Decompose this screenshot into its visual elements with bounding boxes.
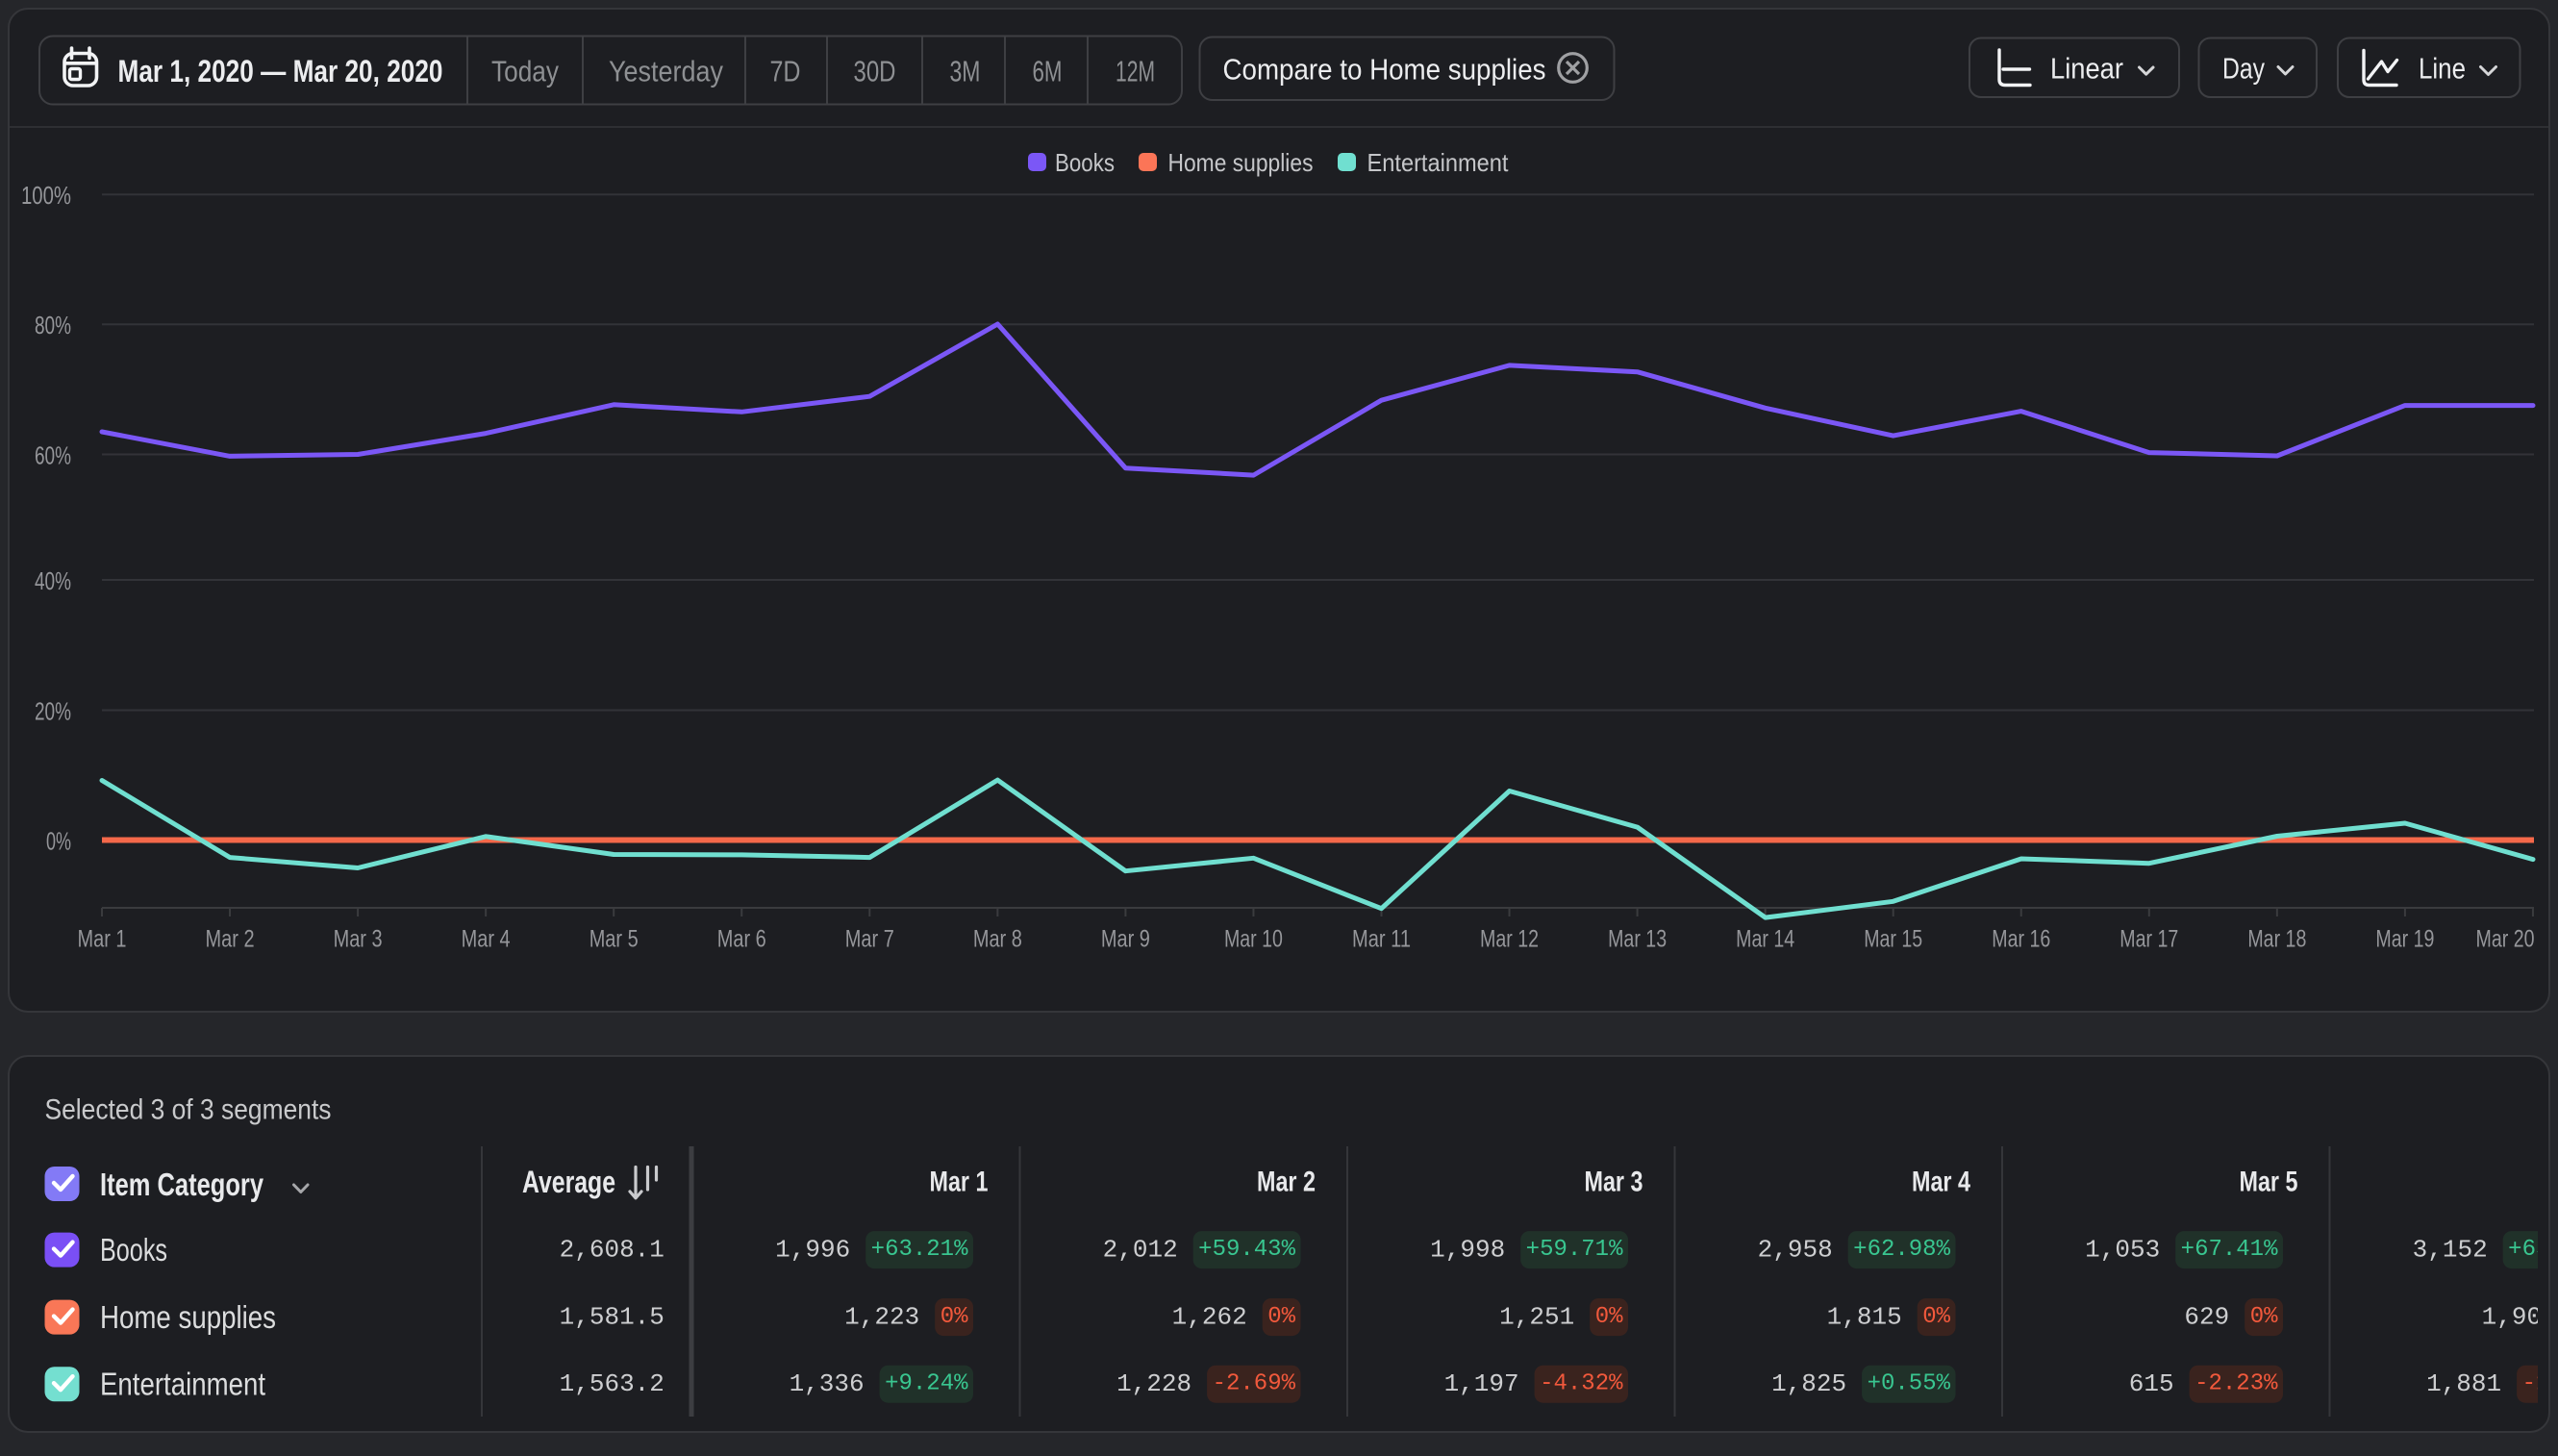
svg-text:0%: 0%	[1922, 1304, 1950, 1330]
svg-text:Mar 17: Mar 17	[2119, 926, 2178, 953]
svg-text:+67.41%: +67.41%	[2181, 1237, 2278, 1263]
svg-text:7D: 7D	[770, 55, 801, 88]
svg-text:2,012: 2,012	[1103, 1236, 1178, 1265]
svg-text:Home supplies: Home supplies	[100, 1299, 276, 1335]
svg-text:3M: 3M	[950, 55, 981, 88]
svg-text:Mar 5: Mar 5	[589, 926, 639, 953]
svg-text:1,881: 1,881	[2426, 1369, 2501, 1398]
svg-text:Mar 12: Mar 12	[1480, 926, 1539, 953]
svg-text:1,815: 1,815	[1827, 1303, 1902, 1332]
svg-text:60%: 60%	[35, 441, 71, 470]
svg-text:Entertainment: Entertainment	[100, 1367, 265, 1402]
svg-text:1,998: 1,998	[1430, 1236, 1505, 1265]
svg-text:Mar 1: Mar 1	[78, 926, 127, 953]
svg-text:Today: Today	[491, 55, 559, 88]
svg-text:1,563.2: 1,563.2	[560, 1369, 665, 1398]
svg-text:20%: 20%	[35, 697, 71, 726]
svg-text:6M: 6M	[1033, 55, 1063, 88]
svg-text:3,152: 3,152	[2413, 1236, 2488, 1265]
svg-text:Mar 4: Mar 4	[462, 926, 511, 953]
svg-text:30D: 30D	[854, 55, 896, 88]
svg-text:0%: 0%	[46, 827, 71, 856]
svg-text:12M: 12M	[1116, 55, 1155, 88]
svg-text:2,608.1: 2,608.1	[560, 1236, 665, 1265]
svg-text:Mar 1: Mar 1	[930, 1167, 989, 1198]
svg-text:Mar 18: Mar 18	[2247, 926, 2306, 953]
svg-text:1,053: 1,053	[2085, 1236, 2160, 1265]
svg-text:Yesterday: Yesterday	[609, 55, 723, 88]
svg-text:40%: 40%	[35, 566, 71, 595]
svg-text:100%: 100%	[21, 181, 71, 210]
svg-text:80%: 80%	[35, 311, 71, 339]
svg-text:Books: Books	[100, 1232, 167, 1268]
svg-text:-2.23%: -2.23%	[2194, 1371, 2278, 1397]
svg-text:Mar 20: Mar 20	[2476, 926, 2535, 953]
svg-text:-2.69%: -2.69%	[1213, 1371, 1296, 1397]
svg-text:+62.98%: +62.98%	[1853, 1237, 1950, 1263]
svg-text:1,906: 1,906	[2482, 1303, 2557, 1332]
svg-text:Mar 7: Mar 7	[845, 926, 894, 953]
svg-text:0%: 0%	[2250, 1304, 2278, 1330]
svg-text:Mar 13: Mar 13	[1608, 926, 1667, 953]
svg-text:Line: Line	[2419, 52, 2466, 86]
svg-text:Mar 3: Mar 3	[1585, 1167, 1643, 1198]
svg-text:615: 615	[2129, 1369, 2174, 1398]
svg-text:Mar 4: Mar 4	[1912, 1167, 1970, 1198]
svg-text:1,228: 1,228	[1116, 1369, 1191, 1398]
svg-text:1,825: 1,825	[1771, 1369, 1846, 1398]
svg-text:0%: 0%	[1595, 1304, 1623, 1330]
svg-text:Home supplies: Home supplies	[1168, 148, 1314, 177]
svg-text:2,958: 2,958	[1758, 1236, 1833, 1265]
svg-text:Mar 6: Mar 6	[717, 926, 766, 953]
svg-text:Linear: Linear	[2050, 52, 2123, 86]
svg-text:1,197: 1,197	[1444, 1369, 1519, 1398]
svg-text:1,996: 1,996	[775, 1236, 850, 1265]
svg-text:Selected 3 of 3 segments: Selected 3 of 3 segments	[45, 1094, 332, 1126]
svg-text:629: 629	[2184, 1303, 2229, 1332]
svg-text:1,223: 1,223	[844, 1303, 919, 1332]
svg-text:Average: Average	[522, 1165, 615, 1199]
svg-text:Mar 8: Mar 8	[973, 926, 1022, 953]
svg-text:Mar 3: Mar 3	[334, 926, 383, 953]
svg-text:Mar 14: Mar 14	[1736, 926, 1794, 953]
svg-text:1,262: 1,262	[1172, 1303, 1247, 1332]
svg-text:Mar 15: Mar 15	[1864, 926, 1922, 953]
svg-text:Mar 11: Mar 11	[1352, 926, 1411, 953]
svg-text:Mar 16: Mar 16	[1992, 926, 2050, 953]
svg-text:Entertainment: Entertainment	[1367, 148, 1510, 177]
svg-text:Mar 2: Mar 2	[206, 926, 255, 953]
svg-text:Mar 2: Mar 2	[1257, 1167, 1316, 1198]
svg-text:Books: Books	[1055, 148, 1115, 177]
svg-text:1,251: 1,251	[1499, 1303, 1574, 1332]
svg-text:Mar 19: Mar 19	[2375, 926, 2434, 953]
svg-text:Mar 10: Mar 10	[1224, 926, 1283, 953]
svg-text:Item Category: Item Category	[100, 1167, 263, 1202]
svg-text:Compare to Home supplies: Compare to Home supplies	[1223, 53, 1546, 87]
svg-text:+0.55%: +0.55%	[1868, 1371, 1951, 1397]
svg-text:Mar 5: Mar 5	[2240, 1167, 2298, 1198]
svg-text:0%: 0%	[940, 1304, 968, 1330]
svg-text:+59.71%: +59.71%	[1526, 1237, 1623, 1263]
svg-text:-4.32%: -4.32%	[1540, 1371, 1623, 1397]
svg-text:-1.23%: -1.23%	[2522, 1371, 2558, 1397]
svg-text:+65.83%: +65.83%	[2508, 1237, 2558, 1263]
svg-text:Day: Day	[2222, 52, 2265, 86]
svg-text:+59.43%: +59.43%	[1198, 1237, 1295, 1263]
svg-text:+9.24%: +9.24%	[885, 1371, 968, 1397]
svg-text:Mar 1, 2020 — Mar 20, 2020: Mar 1, 2020 — Mar 20, 2020	[118, 54, 443, 88]
svg-text:+63.21%: +63.21%	[871, 1237, 968, 1263]
svg-text:0%: 0%	[1267, 1304, 1295, 1330]
svg-text:Mar 9: Mar 9	[1101, 926, 1150, 953]
svg-text:1,581.5: 1,581.5	[560, 1303, 665, 1332]
svg-text:1,336: 1,336	[790, 1369, 865, 1398]
